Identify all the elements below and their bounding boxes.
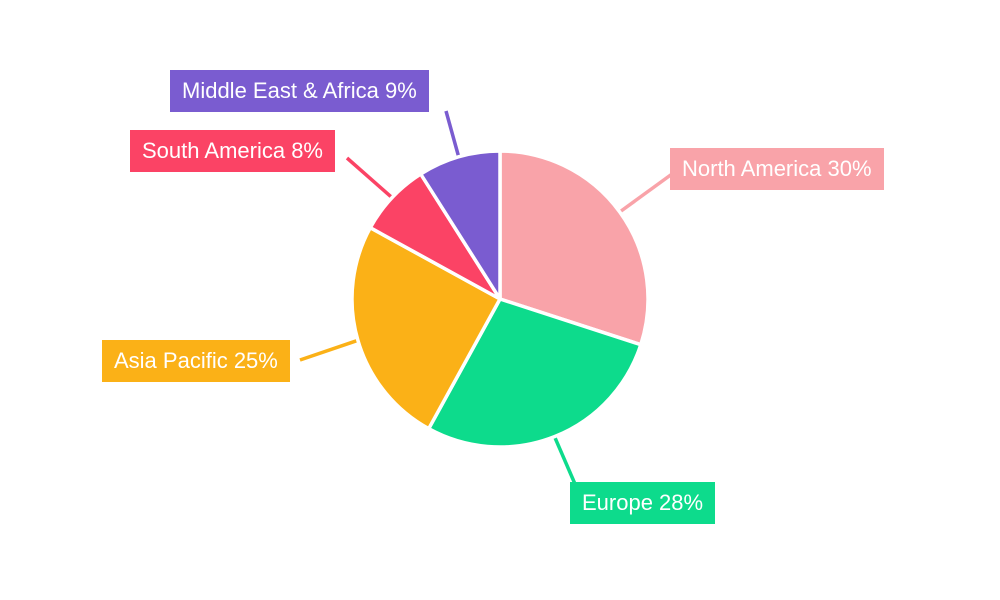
leader-line-middle-east-africa — [444, 110, 461, 158]
leader-lines — [299, 110, 674, 485]
leader-line-asia-pacific — [299, 338, 359, 362]
pie-slice-north-america[interactable] — [498, 149, 650, 347]
callout-label-asia-pacific: Asia Pacific 25% — [102, 340, 290, 382]
callout-label-europe: Europe 28% — [570, 482, 716, 524]
pie-slices — [350, 149, 650, 449]
leader-line-europe — [552, 435, 577, 485]
pie-slice-asia-pacific[interactable] — [350, 225, 502, 431]
callout-label-north-america: North America 30% — [670, 148, 884, 190]
leader-line-north-america — [618, 172, 674, 214]
leader-line-south-america — [345, 156, 394, 200]
pie-slice-middle-east-africa[interactable] — [418, 149, 502, 301]
pie-slice-europe[interactable] — [426, 297, 643, 449]
callout-label-south-america: South America 8% — [130, 130, 335, 172]
callout-label-middle-east-africa: Middle East & Africa 9% — [170, 70, 429, 112]
